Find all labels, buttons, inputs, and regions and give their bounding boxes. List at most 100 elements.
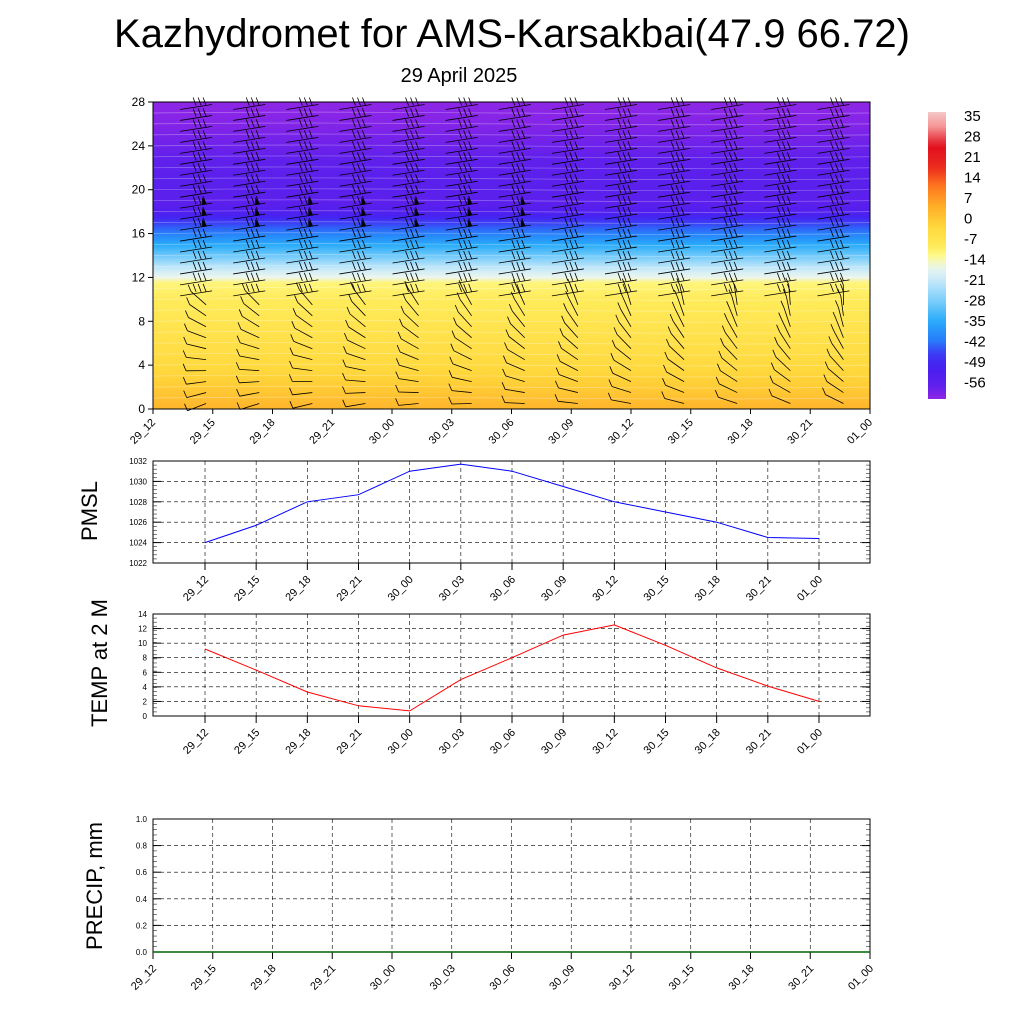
wind-barb <box>241 283 260 306</box>
wind-barb <box>180 196 213 209</box>
wind-barb <box>342 359 366 372</box>
wind-barb <box>180 261 213 275</box>
wind-barb <box>395 371 419 382</box>
x-tick-label: 29_21 <box>308 963 338 993</box>
wind-barb <box>392 152 425 165</box>
wind-barb <box>182 377 207 385</box>
wind-barb <box>233 206 266 220</box>
isotherm-line <box>152 276 871 279</box>
x-tick-label: 30_12 <box>590 727 620 757</box>
wind-barb <box>392 217 425 231</box>
wind-barb <box>822 387 844 404</box>
wind-barb <box>339 174 372 187</box>
wind-barb <box>551 196 584 209</box>
y-tick-label: 4 <box>138 358 145 372</box>
wind-barb <box>551 97 584 110</box>
wind-barb <box>565 290 579 316</box>
wind-barb <box>507 316 526 339</box>
x-tick-label: 29_12 <box>128 417 158 447</box>
wind-barb <box>604 130 638 143</box>
wind-barb <box>392 250 425 264</box>
isotherm-line <box>152 188 871 191</box>
wind-barb <box>286 152 319 165</box>
wind-barb <box>498 239 531 253</box>
wind-barb <box>504 342 525 361</box>
x-tick-label: 30_03 <box>437 727 467 757</box>
wind-barb <box>498 217 531 231</box>
wind-barb <box>817 217 850 231</box>
wind-barb <box>658 217 691 231</box>
wind-barb <box>764 108 797 121</box>
wind-barb <box>817 239 850 253</box>
wind-barb <box>764 250 797 264</box>
wind-barb <box>498 228 531 242</box>
y-tick-label: 2 <box>143 697 148 706</box>
wind-barb <box>498 283 531 297</box>
wind-barb <box>551 163 584 176</box>
x-tick-label: 01_00 <box>795 727 825 757</box>
y-tick-label: 0.4 <box>136 895 148 904</box>
wind-barb <box>658 163 691 176</box>
wind-barb <box>661 391 685 404</box>
isotherm-line <box>152 265 871 268</box>
wind-barb <box>445 141 478 154</box>
wind-barb <box>774 337 791 360</box>
isotherm-line <box>152 166 871 170</box>
wind-barb <box>764 119 797 132</box>
wind-barb <box>711 217 744 231</box>
wind-barb <box>498 152 531 165</box>
x-tick-label: 30_15 <box>642 727 672 757</box>
y-tick-label: 24 <box>132 139 146 153</box>
wind-barb <box>286 250 319 264</box>
pmsl-axis-label: PMSL <box>77 481 102 541</box>
colorbar-tick-label: -35 <box>964 313 986 330</box>
wind-barb <box>607 392 632 404</box>
wind-barb <box>183 390 207 398</box>
wind-barb <box>182 363 207 372</box>
x-tick-label: 29_12 <box>181 574 211 604</box>
wind-barb <box>445 108 478 121</box>
wind-barb <box>502 368 525 382</box>
wind-barb <box>448 383 472 393</box>
colorbar-tick-label: 28 <box>964 129 981 146</box>
wind-barb <box>233 97 266 110</box>
isotherm-line <box>152 363 871 367</box>
wind-barb <box>764 174 797 187</box>
y-tick-label: 14 <box>138 610 147 619</box>
x-tick-label: 30_12 <box>590 574 620 604</box>
wind-barb <box>395 384 419 393</box>
wind-barb <box>451 330 472 350</box>
y-tick-label: 6 <box>143 668 148 677</box>
y-tick-label: 0 <box>138 402 145 416</box>
wind-barb <box>604 272 638 286</box>
wind-barb <box>180 239 213 253</box>
wind-barb <box>448 396 472 405</box>
y-tick-label: 0.8 <box>136 842 148 851</box>
wind-barb <box>764 141 797 154</box>
wind-barb <box>663 364 685 382</box>
wind-barb <box>764 152 797 165</box>
colorbar-tick-label: -21 <box>964 272 986 289</box>
y-tick-label: 1022 <box>129 559 147 568</box>
x-tick-label: 29_18 <box>283 574 313 604</box>
wind-barb <box>604 97 638 110</box>
wind-barb <box>346 306 366 328</box>
wind-barb <box>551 272 584 286</box>
wind-barb <box>445 163 478 176</box>
wind-barb <box>236 335 260 350</box>
wind-barb <box>667 326 685 349</box>
x-tick-label: 30_18 <box>693 574 723 604</box>
colorbar-tick-label: -28 <box>964 293 986 310</box>
x-tick-label: 30_06 <box>488 963 518 993</box>
wind-barb <box>233 174 266 187</box>
wind-barb <box>345 319 366 339</box>
wind-barb <box>498 97 531 110</box>
wind-barb <box>604 228 638 242</box>
wind-barb <box>664 351 685 371</box>
wind-barb <box>764 261 797 275</box>
wind-barb <box>392 261 425 275</box>
wind-barb <box>711 228 744 242</box>
wind-barb <box>780 300 791 327</box>
precip-panel: 0.0 0.2 0.4 0.6 0.8 1.0 29_12 29_15 29_18 29_21 3… <box>129 815 876 993</box>
wind-barb <box>658 97 691 110</box>
